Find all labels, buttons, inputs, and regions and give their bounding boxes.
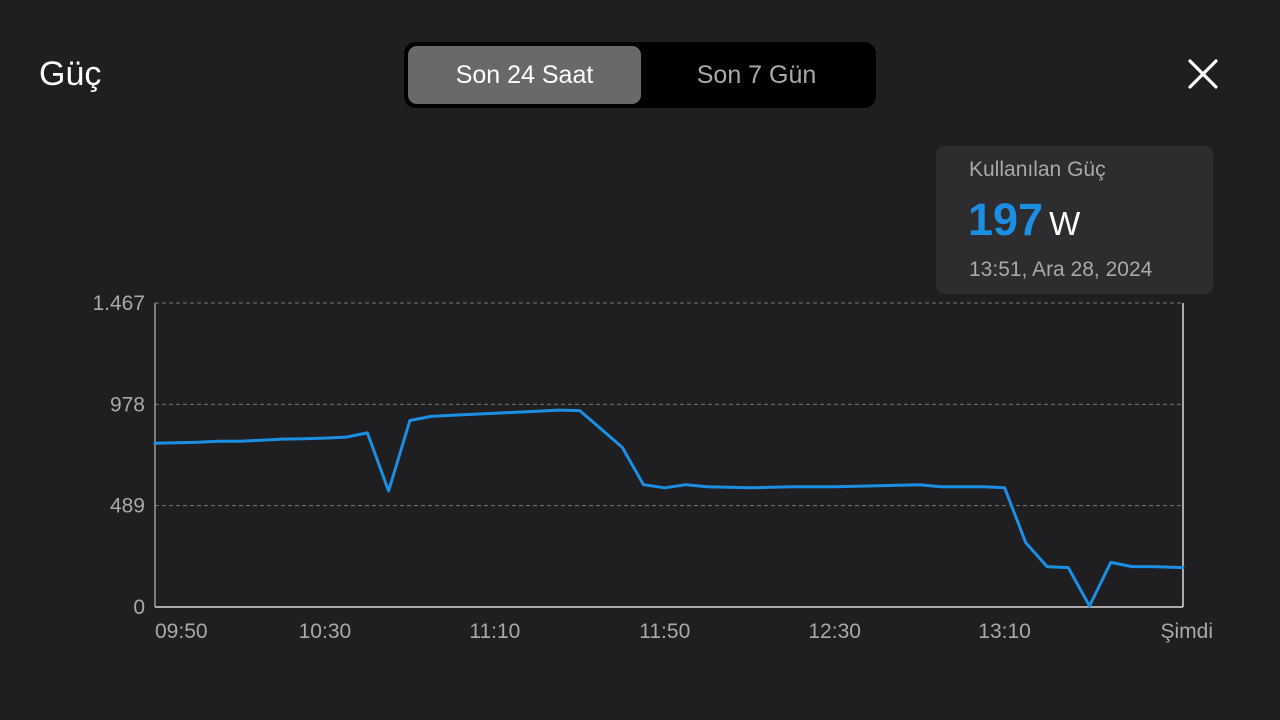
power-tooltip: Kullanılan Güç (936, 146, 1213, 294)
tooltip-timestamp: 13:51, Ara 28, 2024 (969, 258, 1153, 281)
y-tick-label: 0 (133, 596, 145, 619)
x-tick-label: 11:50 (639, 620, 690, 643)
x-tick-label: Şimdi (1160, 620, 1213, 643)
y-tick-label: 489 (110, 495, 145, 518)
x-tick-label: 09:50 (155, 620, 208, 643)
x-tick-label: 12:30 (808, 620, 861, 643)
tooltip-unit: W (1049, 205, 1081, 242)
x-tick-label: 13:10 (978, 620, 1031, 643)
page-title: Güç (39, 55, 102, 93)
x-tick-label: 11:10 (469, 620, 520, 643)
tooltip-value: 197 (968, 194, 1044, 245)
close-button[interactable] (1180, 53, 1226, 99)
close-icon (1188, 59, 1218, 89)
time-range-segmented-control: Son 24 Saat Son 7 Gün (404, 42, 876, 108)
y-tick-label: 978 (110, 393, 145, 416)
tooltip-value-row: 197 W (968, 192, 1080, 248)
tab-son-24-saat[interactable]: Son 24 Saat (408, 46, 641, 104)
y-tick-label: 1.467 (92, 292, 145, 315)
tab-son-7-gun[interactable]: Son 7 Gün (696, 61, 817, 89)
power-series-line (153, 408, 1185, 608)
tooltip-label: Kullanılan Güç (969, 158, 1106, 181)
x-tick-label: 10:30 (299, 620, 352, 643)
